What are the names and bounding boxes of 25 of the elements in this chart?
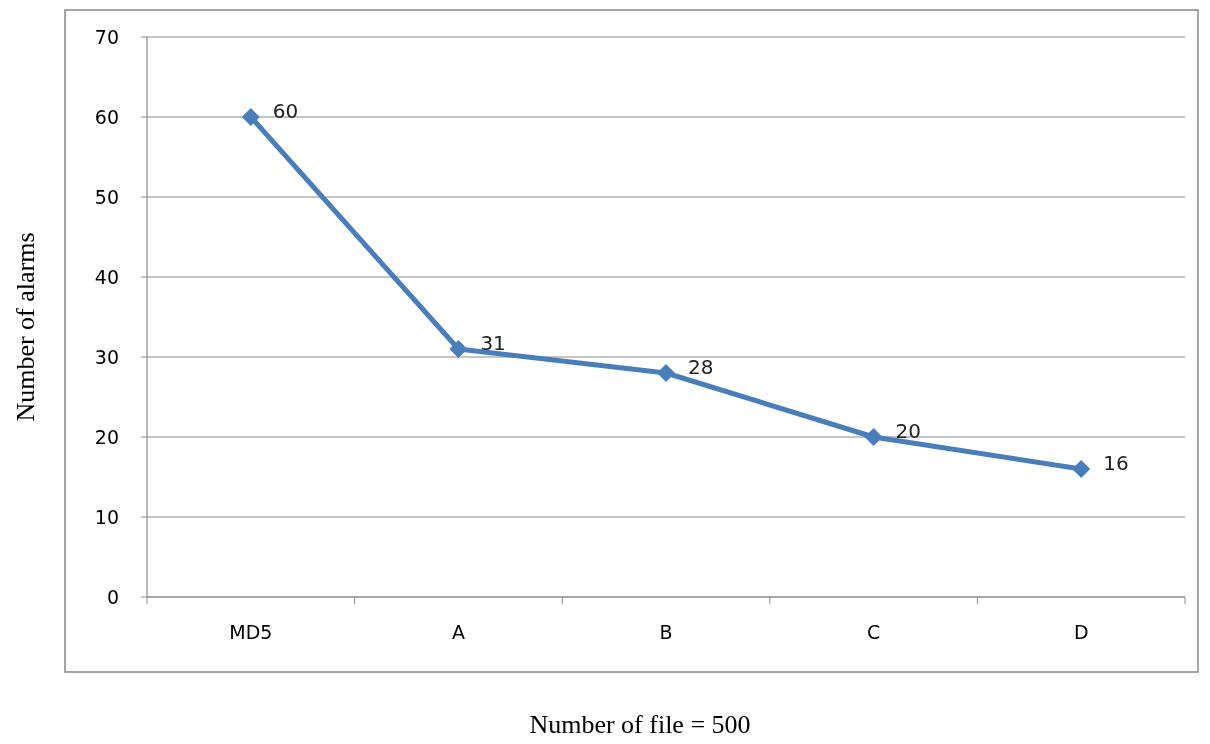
y-tick-label: 20 <box>94 425 119 448</box>
y-axis-title: Number of alarms <box>11 232 40 422</box>
data-label: 28 <box>688 355 714 379</box>
y-tick-label: 70 <box>94 25 119 48</box>
x-tick-label: B <box>659 621 673 643</box>
x-tick-label: D <box>1073 621 1089 643</box>
data-label: 60 <box>272 99 299 123</box>
point <box>864 428 883 446</box>
point <box>241 108 260 126</box>
point <box>657 364 675 382</box>
x-tick-label: MD5 <box>229 621 273 643</box>
y-tick-label: 0 <box>106 585 119 608</box>
y-tick-label: 30 <box>94 345 119 368</box>
x-tick-label: A <box>451 621 465 643</box>
y-tick-label: 10 <box>94 505 119 528</box>
x-tick-label: C <box>866 621 881 643</box>
point <box>1072 460 1091 478</box>
y-tick-label: 50 <box>94 185 119 208</box>
y-tick-label: 60 <box>94 105 119 128</box>
point <box>449 340 468 358</box>
data-label: 31 <box>480 331 506 355</box>
data-label: 20 <box>895 419 922 443</box>
x-axis-title: Number of file = 500 <box>529 710 751 739</box>
data-label: 16 <box>1103 451 1129 475</box>
y-tick-label: 40 <box>94 265 119 288</box>
